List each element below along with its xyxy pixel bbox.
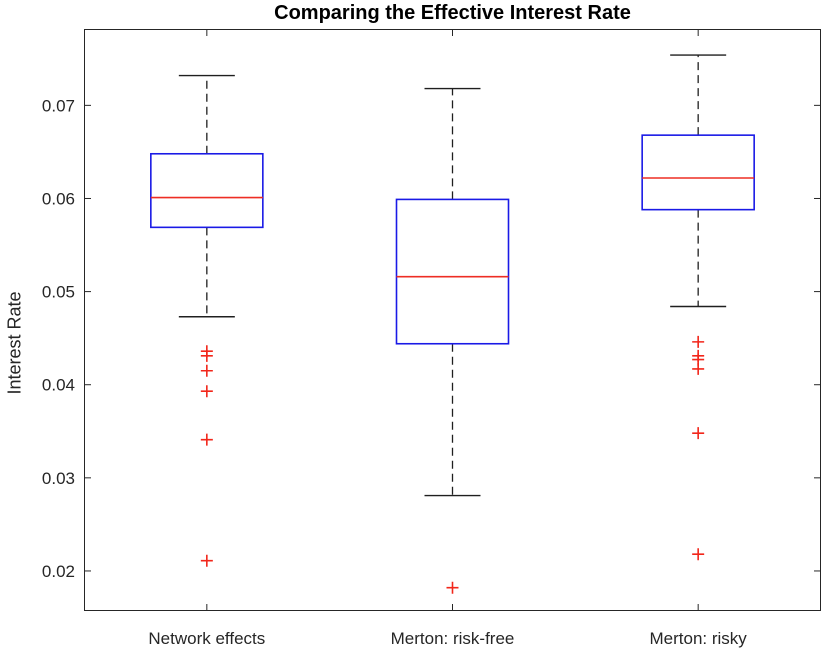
iqr-box: [641, 134, 755, 211]
y-tick-label: 0.04: [42, 376, 75, 395]
outlier-marker: [692, 335, 705, 348]
chart-title: Comparing the Effective Interest Rate: [274, 2, 631, 24]
outlier-marker: [692, 548, 705, 561]
y-tick-label: 0.06: [42, 189, 75, 208]
outlier-marker: [200, 554, 213, 567]
y-tick-label: 0.05: [42, 283, 75, 302]
x-category-label: Merton: risk-free: [391, 629, 515, 648]
y-tick-label: 0.07: [42, 96, 75, 115]
outlier-marker: [200, 349, 213, 362]
x-category-label: Merton: risky: [650, 629, 748, 648]
outlier-marker: [692, 362, 705, 375]
y-tick-label: 0.03: [42, 469, 75, 488]
x-category-label: Network effects: [148, 629, 265, 648]
outlier-marker: [446, 581, 459, 594]
iqr-box: [395, 198, 510, 345]
iqr-box: [150, 152, 264, 229]
outlier-marker: [200, 433, 213, 446]
y-tick-label: 0.02: [42, 562, 75, 581]
outlier-marker: [200, 385, 213, 398]
outlier-marker: [200, 364, 213, 377]
outlier-marker: [692, 427, 705, 440]
